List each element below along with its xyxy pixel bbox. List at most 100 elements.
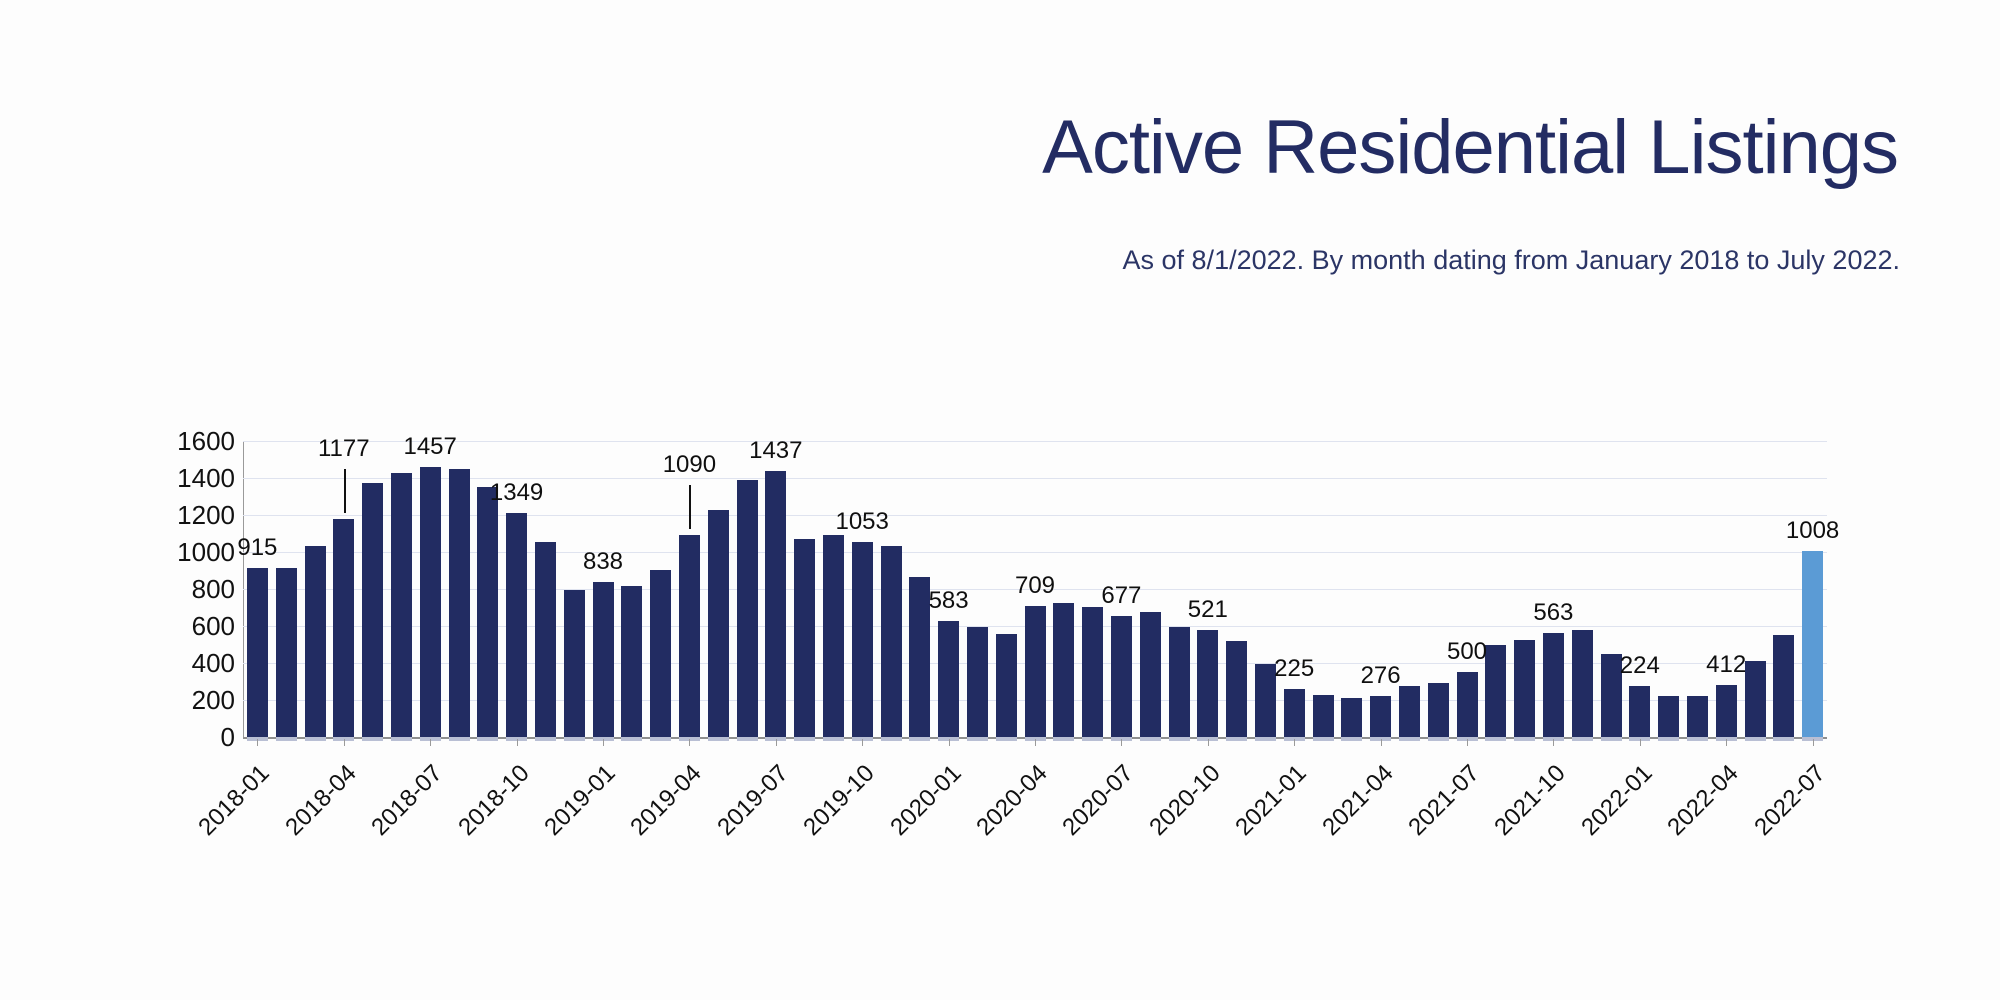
x-axis-tick-mark bbox=[1467, 739, 1468, 746]
bar-shadow bbox=[1744, 737, 1766, 741]
bar[interactable] bbox=[1427, 682, 1449, 741]
bar[interactable] bbox=[304, 545, 326, 741]
bar[interactable] bbox=[1773, 634, 1795, 741]
bar[interactable] bbox=[1082, 606, 1104, 741]
bar-value-label: 521 bbox=[1187, 596, 1228, 624]
bar[interactable] bbox=[794, 539, 816, 741]
bar[interactable] bbox=[1658, 695, 1680, 741]
bar[interactable] bbox=[621, 586, 643, 741]
bar[interactable] bbox=[707, 509, 729, 741]
bar[interactable] bbox=[909, 576, 931, 741]
bar[interactable] bbox=[1053, 603, 1075, 741]
bar-shadow bbox=[1053, 737, 1075, 741]
bar-shadow bbox=[1773, 737, 1795, 741]
x-axis-tick-mark bbox=[257, 739, 259, 746]
bar[interactable] bbox=[678, 535, 700, 741]
bar[interactable] bbox=[390, 472, 412, 741]
y-axis-tick-label: 1000 bbox=[177, 537, 235, 567]
bar-highlighted[interactable] bbox=[1802, 550, 1824, 741]
bar[interactable] bbox=[880, 545, 902, 741]
bar[interactable] bbox=[1312, 695, 1334, 741]
bar-shadow bbox=[477, 737, 499, 741]
bar[interactable] bbox=[448, 469, 470, 741]
bar[interactable] bbox=[1370, 695, 1392, 741]
bar[interactable] bbox=[650, 570, 672, 741]
bar[interactable] bbox=[938, 621, 960, 741]
bar[interactable] bbox=[765, 471, 787, 741]
x-axis-tick-mark bbox=[1121, 739, 1123, 746]
bar[interactable] bbox=[1226, 640, 1248, 741]
bar[interactable] bbox=[736, 480, 758, 741]
bar-value-label: 563 bbox=[1533, 598, 1574, 626]
bar[interactable] bbox=[419, 467, 441, 741]
x-axis-tick-mark bbox=[343, 739, 345, 746]
bar[interactable] bbox=[966, 627, 988, 741]
bar[interactable] bbox=[1686, 695, 1708, 741]
bar[interactable] bbox=[362, 482, 384, 741]
bar-shadow bbox=[1398, 737, 1420, 741]
bar[interactable] bbox=[1600, 654, 1622, 741]
bar[interactable] bbox=[534, 542, 556, 741]
bar-shadow bbox=[1571, 737, 1593, 741]
bar[interactable] bbox=[1283, 689, 1305, 741]
bar-value-label: 1349 bbox=[489, 479, 544, 507]
y-axis-tick-label: 0 bbox=[220, 722, 235, 752]
bar[interactable] bbox=[1254, 664, 1276, 741]
bar[interactable] bbox=[1542, 632, 1564, 741]
x-axis-tick-mark bbox=[1207, 739, 1209, 746]
bar[interactable] bbox=[333, 519, 355, 741]
bar[interactable] bbox=[822, 535, 844, 741]
bar[interactable] bbox=[1514, 640, 1536, 741]
gridline bbox=[243, 441, 1827, 442]
bar-shadow bbox=[1485, 737, 1507, 741]
bar-value-label: 1090 bbox=[662, 451, 717, 479]
bar[interactable] bbox=[1197, 630, 1219, 741]
bar[interactable] bbox=[1485, 644, 1507, 741]
y-axis-tick-label: 800 bbox=[191, 574, 235, 604]
bar[interactable] bbox=[592, 581, 614, 741]
bar-value-label: 276 bbox=[1360, 661, 1401, 689]
bar-shadow bbox=[1600, 737, 1622, 741]
bar[interactable] bbox=[1744, 660, 1766, 741]
bar[interactable] bbox=[246, 567, 268, 741]
bar[interactable] bbox=[506, 513, 528, 741]
y-axis-tick-label: 200 bbox=[191, 685, 235, 715]
bar[interactable] bbox=[1629, 685, 1651, 741]
x-axis-tick-mark bbox=[1294, 739, 1296, 746]
bar[interactable] bbox=[1456, 671, 1478, 741]
bar-shadow bbox=[275, 737, 297, 741]
bar-shadow bbox=[1168, 737, 1190, 741]
bar[interactable] bbox=[1110, 615, 1132, 741]
bar[interactable] bbox=[995, 634, 1017, 741]
bar[interactable] bbox=[851, 542, 873, 741]
x-axis-tick-mark bbox=[1380, 739, 1382, 746]
bar[interactable] bbox=[1398, 685, 1420, 741]
bar[interactable] bbox=[1168, 627, 1190, 741]
x-axis-tick-mark bbox=[1553, 739, 1555, 746]
bar[interactable] bbox=[563, 590, 585, 741]
bar[interactable] bbox=[1715, 685, 1737, 741]
bar[interactable] bbox=[1571, 630, 1593, 741]
bar-shadow bbox=[1254, 737, 1276, 741]
x-axis-tick-mark bbox=[1639, 739, 1641, 746]
bar-value-label: 224 bbox=[1619, 651, 1660, 679]
y-axis-tick-label: 1600 bbox=[177, 426, 235, 456]
bar[interactable] bbox=[1024, 605, 1046, 741]
bar-shadow bbox=[1312, 737, 1334, 741]
bar[interactable] bbox=[275, 567, 297, 741]
bar[interactable] bbox=[477, 487, 499, 741]
bar-shadow bbox=[362, 737, 384, 741]
bar[interactable] bbox=[1139, 611, 1161, 741]
bar-value-label: 412 bbox=[1706, 651, 1747, 679]
bar-shadow bbox=[563, 737, 585, 741]
page-title: Active Residential Listings bbox=[1042, 105, 1899, 190]
bar-shadow bbox=[650, 737, 672, 741]
bar-shadow bbox=[966, 737, 988, 741]
x-axis-tick-mark bbox=[948, 739, 950, 746]
bar-value-label: 1053 bbox=[835, 508, 889, 536]
x-axis-tick-mark bbox=[862, 739, 864, 746]
bar-shadow bbox=[736, 737, 758, 741]
y-axis-tick-labels: 1600 1400 1200 1000 800 600 400 200 0 bbox=[143, 428, 235, 750]
bar[interactable] bbox=[1341, 697, 1363, 741]
y-axis-tick-label: 1400 bbox=[177, 463, 235, 493]
